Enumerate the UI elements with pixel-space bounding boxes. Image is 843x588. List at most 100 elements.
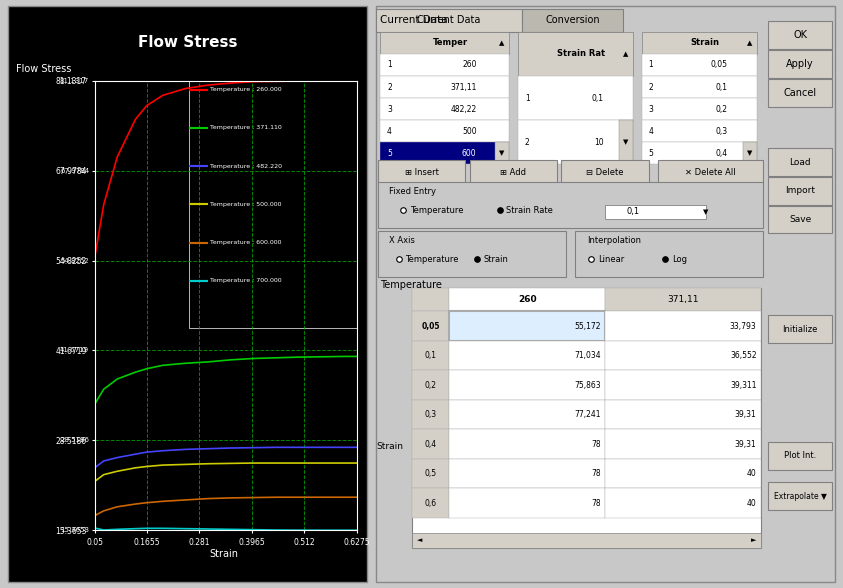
FancyBboxPatch shape [380,76,508,98]
Text: 71,034: 71,034 [574,351,600,360]
FancyBboxPatch shape [642,142,756,165]
FancyBboxPatch shape [378,230,566,277]
FancyBboxPatch shape [380,54,508,76]
FancyBboxPatch shape [605,341,761,370]
Text: ▲: ▲ [747,40,752,46]
Text: Strain: Strain [376,442,403,451]
Text: 0,3: 0,3 [716,126,728,136]
Text: 0,1: 0,1 [592,93,604,102]
Text: ⊞ Insert: ⊞ Insert [405,168,438,177]
Text: OK: OK [793,30,807,40]
Text: 4: 4 [649,126,653,136]
FancyBboxPatch shape [380,32,508,54]
Text: Plot Int.: Plot Int. [784,452,816,460]
Text: 600: 600 [462,149,476,158]
FancyBboxPatch shape [768,177,832,205]
Text: ◄: ◄ [417,537,422,543]
FancyBboxPatch shape [561,161,649,185]
FancyBboxPatch shape [412,459,449,489]
FancyBboxPatch shape [449,459,605,489]
FancyBboxPatch shape [605,311,761,341]
FancyBboxPatch shape [605,288,761,311]
Text: 2: 2 [525,138,529,147]
FancyBboxPatch shape [642,54,756,76]
Text: Initialize: Initialize [782,325,818,333]
FancyBboxPatch shape [495,142,508,165]
Text: Log: Log [672,255,687,264]
Text: Current Data: Current Data [380,15,448,25]
Text: Linear: Linear [599,255,625,264]
Text: Temperature: Temperature [410,206,464,215]
Text: Strain Rat: Strain Rat [557,49,605,58]
FancyBboxPatch shape [518,32,632,76]
Text: 0,1: 0,1 [626,208,639,216]
Text: 0,05: 0,05 [711,61,728,69]
FancyBboxPatch shape [449,429,605,459]
Text: ▼: ▼ [623,139,628,145]
Text: 0,6: 0,6 [425,499,437,508]
Text: 77,241: 77,241 [574,410,600,419]
Text: Extrapolate ▼: Extrapolate ▼ [774,492,827,501]
Text: 78: 78 [591,469,600,478]
Text: 0,2: 0,2 [425,380,437,390]
FancyBboxPatch shape [470,161,557,185]
Text: ⊟ Delete: ⊟ Delete [587,168,624,177]
FancyBboxPatch shape [642,98,756,120]
FancyBboxPatch shape [768,148,832,176]
FancyBboxPatch shape [412,370,449,400]
FancyBboxPatch shape [768,21,832,49]
FancyBboxPatch shape [768,482,832,510]
Text: 40: 40 [747,499,756,508]
FancyBboxPatch shape [412,533,761,547]
FancyBboxPatch shape [412,288,761,547]
FancyBboxPatch shape [449,489,605,518]
Text: 75,863: 75,863 [574,380,600,390]
Text: 2: 2 [387,82,392,92]
Text: 39,31: 39,31 [735,440,756,449]
Text: Apply: Apply [787,59,814,69]
Text: 78: 78 [591,499,600,508]
Text: 10: 10 [594,138,604,147]
Text: 500: 500 [462,126,476,136]
Text: Interpolation: Interpolation [587,236,641,245]
Text: 2: 2 [649,82,653,92]
Text: 81.1317: 81.1317 [60,78,89,84]
Text: 41.6719: 41.6719 [60,348,89,353]
Text: X Axis: X Axis [389,236,416,245]
Text: ▼: ▼ [703,209,709,215]
FancyBboxPatch shape [658,161,764,185]
Text: ⊞ Add: ⊞ Add [500,168,526,177]
Text: Load: Load [789,158,811,166]
FancyBboxPatch shape [412,489,449,518]
FancyBboxPatch shape [449,288,605,311]
Text: Strain: Strain [690,38,719,48]
FancyBboxPatch shape [605,370,761,400]
FancyBboxPatch shape [449,370,605,400]
FancyBboxPatch shape [619,120,632,165]
Text: 1: 1 [387,61,392,69]
Text: 39,31: 39,31 [735,410,756,419]
Text: ✕ Delete All: ✕ Delete All [685,168,736,177]
Text: 0,4: 0,4 [716,149,728,158]
Text: 4: 4 [387,126,392,136]
Text: 1: 1 [525,93,529,102]
Text: ▼: ▼ [747,151,752,156]
FancyBboxPatch shape [380,98,508,120]
FancyBboxPatch shape [412,288,449,311]
FancyBboxPatch shape [605,429,761,459]
Text: 0,2: 0,2 [716,105,728,113]
Text: Strain: Strain [209,549,239,559]
Text: 0,4: 0,4 [425,440,437,449]
Text: 39,311: 39,311 [730,380,756,390]
Text: 15.3653: 15.3653 [60,527,89,533]
Text: 482,22: 482,22 [450,105,476,113]
Text: ▲: ▲ [623,51,628,57]
FancyBboxPatch shape [449,400,605,429]
FancyBboxPatch shape [768,442,832,470]
Text: 5: 5 [649,149,653,158]
FancyBboxPatch shape [412,311,449,341]
Text: 28.5186: 28.5186 [60,437,89,443]
FancyBboxPatch shape [380,120,508,142]
FancyBboxPatch shape [768,206,832,233]
Text: Flow Stress: Flow Stress [16,64,71,74]
